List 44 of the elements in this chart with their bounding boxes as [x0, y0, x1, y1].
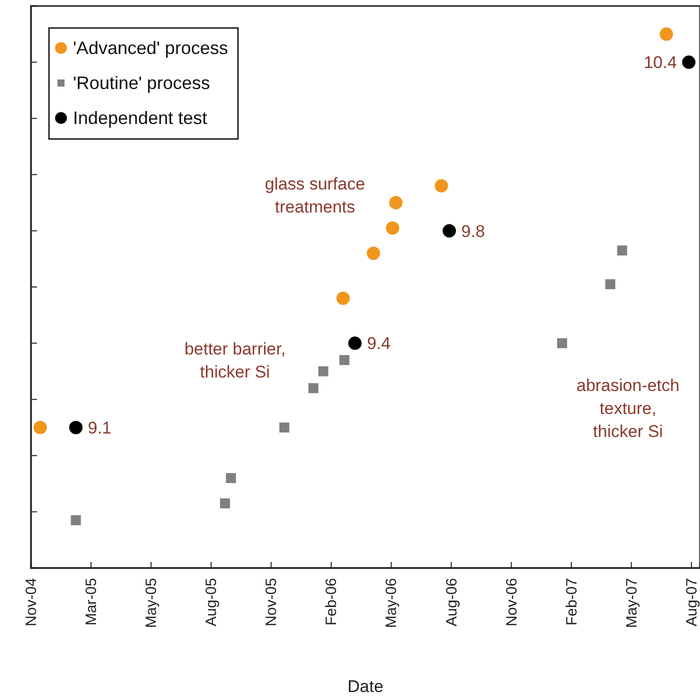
x-tick-label: May-07	[623, 578, 640, 628]
data-label: 10.4	[644, 53, 677, 72]
point	[389, 196, 403, 210]
point	[339, 355, 350, 366]
data-label: 9.1	[88, 418, 112, 438]
point	[386, 221, 400, 235]
x-tick-label: Aug-07	[683, 578, 700, 626]
point	[308, 383, 318, 394]
point	[336, 292, 350, 305]
point	[682, 56, 696, 69]
point	[557, 338, 568, 348]
point	[660, 27, 674, 41]
x-tick-label: Feb-06	[323, 578, 340, 626]
point	[226, 473, 236, 484]
point	[279, 422, 290, 432]
x-tick-label: Mar-05	[83, 578, 100, 626]
point	[220, 498, 230, 508]
annotation: better barrier, thicker Si	[184, 340, 286, 382]
point	[442, 224, 456, 238]
legend-label: 'Advanced' process	[73, 38, 228, 58]
legend-label: 'Routine' process	[73, 73, 210, 93]
data-label: 9.4	[366, 334, 391, 354]
point	[366, 246, 380, 260]
point	[34, 420, 47, 434]
annotation: glass surface treatments	[264, 174, 366, 216]
x-tick-label: Aug-06	[443, 578, 460, 626]
point	[318, 366, 328, 376]
point	[617, 245, 628, 256]
x-tick-label: Nov-06	[503, 578, 520, 626]
x-tick-label: Nov-05	[263, 578, 280, 626]
point	[605, 279, 616, 290]
point	[70, 515, 81, 526]
x-tick-label: May-05	[143, 578, 160, 628]
x-tick-label: Feb-07	[563, 578, 580, 626]
x-tick-label: Nov-04	[23, 578, 40, 626]
data-label: 9.8	[461, 222, 485, 241]
x-axis-title: Date	[348, 677, 384, 696]
point	[434, 179, 448, 193]
x-tick-label: Aug-05	[203, 578, 220, 626]
legend-label: Independent test	[73, 108, 208, 128]
annotation: abrasion-etch texture, thicker Si	[576, 376, 680, 441]
point	[348, 336, 362, 350]
x-tick-label: May-06	[383, 578, 400, 628]
point	[69, 420, 83, 434]
